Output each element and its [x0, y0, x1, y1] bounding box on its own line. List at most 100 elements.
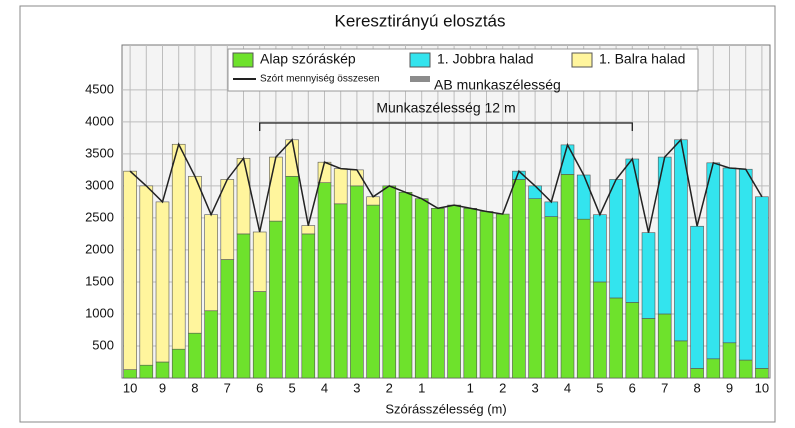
- y-tick-label: 1000: [85, 305, 114, 320]
- x-tick-label: 2: [499, 380, 506, 395]
- legend-swatch: [232, 52, 254, 68]
- bar-segment: [155, 361, 170, 379]
- bar-segment: [188, 332, 202, 379]
- bar-segment: [657, 313, 672, 379]
- x-tick-label: 3: [353, 380, 360, 395]
- bar-segment: [317, 182, 332, 379]
- x-tick-label: 6: [629, 380, 636, 395]
- x-tick-label: 9: [726, 380, 733, 395]
- y-tick-label: 500: [92, 337, 114, 352]
- bar-segment: [560, 174, 575, 379]
- bar-segment: [690, 225, 704, 369]
- bar-segment: [609, 297, 623, 379]
- bar-segment: [252, 291, 267, 379]
- bar-segment: [171, 143, 186, 350]
- bar-segment: [641, 318, 656, 379]
- bar-segment: [674, 340, 688, 379]
- bar-segment: [333, 168, 348, 205]
- bar-segment: [236, 233, 251, 379]
- legend-swatch: [410, 76, 430, 82]
- bar-segment: [463, 207, 478, 379]
- legend-swatch: [571, 52, 593, 68]
- bar-segment: [220, 179, 235, 260]
- bar-segment: [252, 231, 267, 292]
- x-tick-label: 8: [693, 380, 700, 395]
- x-tick-label: 4: [321, 380, 328, 395]
- x-tick-label: 10: [123, 380, 137, 395]
- bar-segment: [738, 168, 753, 361]
- bar-segment: [544, 201, 559, 217]
- legend-label: 1. Balra halad: [599, 51, 685, 67]
- x-tick-label: 1: [418, 380, 425, 395]
- bar-segment: [609, 179, 623, 299]
- bar-segment: [738, 359, 753, 379]
- bar-segment: [755, 196, 769, 369]
- bar-segment: [333, 203, 348, 379]
- bar-segment: [512, 179, 526, 379]
- legend-label: 1. Jobbra halad: [437, 51, 534, 67]
- annotation: Munkaszélesség 12 m: [376, 100, 515, 116]
- x-tick-label: 7: [224, 380, 231, 395]
- x-tick-label: 8: [191, 380, 198, 395]
- bar-segment: [755, 368, 769, 379]
- bar-segment: [528, 185, 542, 199]
- y-tick-label: 2000: [85, 241, 114, 256]
- x-tick-label: 3: [531, 380, 538, 395]
- bar-segment: [285, 175, 299, 379]
- bar-segment: [447, 204, 461, 379]
- y-tick-label: 1500: [85, 273, 114, 288]
- bar-segment: [593, 214, 607, 283]
- x-tick-label: 5: [288, 380, 295, 395]
- bar-segment: [269, 220, 283, 379]
- x-tick-label: 6: [256, 380, 263, 395]
- x-tick-label: 5: [596, 380, 603, 395]
- y-tick-label: 3000: [85, 177, 114, 192]
- bar-segment: [641, 232, 656, 319]
- bar-segment: [479, 211, 494, 379]
- bar-segment: [382, 185, 397, 379]
- legend-swatch: [409, 52, 431, 68]
- bar-segment: [204, 310, 218, 379]
- bar-segment: [706, 162, 721, 360]
- legend-label: AB munkaszélesség: [434, 77, 561, 93]
- bar-segment: [220, 259, 235, 379]
- bar-segment: [171, 348, 186, 379]
- x-tick-label: 1: [467, 380, 474, 395]
- y-tick-label: 2500: [85, 209, 114, 224]
- bar-segment: [495, 213, 510, 379]
- bar-segment: [301, 233, 316, 379]
- bar-segment: [204, 214, 218, 312]
- bar-segment: [123, 170, 137, 370]
- bar-segment: [431, 207, 445, 379]
- bar-segment: [593, 281, 607, 379]
- x-axis-label: Szórásszélesség (m): [385, 401, 506, 416]
- bar-segment: [366, 204, 380, 379]
- bar-segment: [625, 302, 640, 379]
- bar-segment: [722, 342, 737, 379]
- bar-segment: [350, 185, 364, 379]
- legend-label: Alap szóráskép: [260, 51, 356, 67]
- y-tick-label: 4500: [85, 81, 114, 96]
- chart-title: Keresztirányú elosztás: [334, 11, 505, 30]
- bar-segment: [544, 216, 559, 379]
- y-tick-label: 4000: [85, 113, 114, 128]
- bar-segment: [674, 139, 688, 342]
- bar-segment: [366, 196, 380, 206]
- x-tick-label: 2: [386, 380, 393, 395]
- x-tick-label: 10: [755, 380, 769, 395]
- bar-segment: [722, 167, 737, 344]
- legend-label: Szórt mennyiség összesen: [260, 74, 380, 85]
- legend-box: [227, 48, 699, 92]
- x-tick-label: 7: [661, 380, 668, 395]
- bar-segment: [706, 358, 721, 379]
- bar-segment: [301, 225, 316, 235]
- bar-segment: [236, 158, 251, 235]
- bar-segment: [123, 369, 137, 379]
- bar-segment: [576, 218, 591, 379]
- bar-segment: [528, 198, 542, 379]
- bar-segment: [188, 175, 202, 334]
- x-tick-label: 9: [159, 380, 166, 395]
- bar-segment: [269, 156, 283, 222]
- bar-segment: [139, 364, 154, 379]
